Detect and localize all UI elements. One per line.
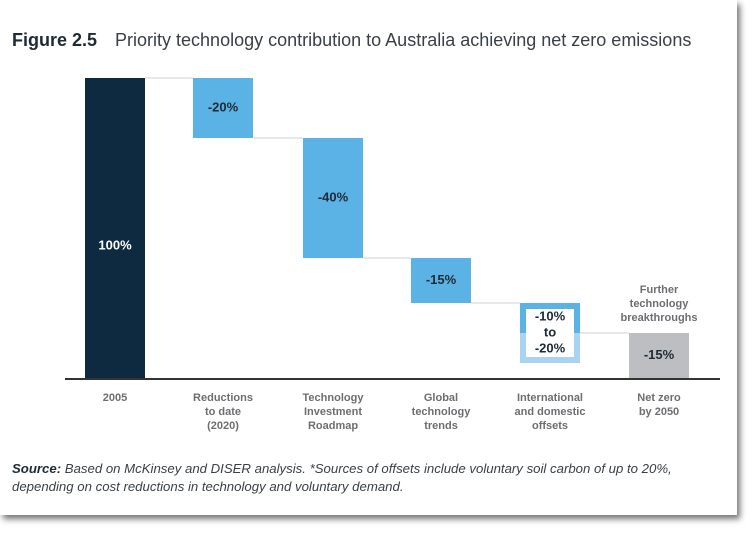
annotation-label: Further technology breakthroughs — [620, 284, 697, 324]
source-label: Source: — [12, 461, 62, 476]
x-tick-label: Global technology trends — [412, 392, 472, 432]
x-tick-label: International and domestic offsets — [515, 392, 586, 432]
x-tick-label: 2005 — [103, 392, 127, 404]
bar-net-zero-by-2050 — [629, 333, 689, 378]
source-note: Source: Based on McKinsey and DISER anal… — [12, 460, 727, 496]
figure-title: Figure 2.5 Priority technology contributi… — [12, 30, 691, 51]
bar-global-technology-trends — [411, 258, 471, 303]
x-tick-label: Net zero by 2050 — [637, 392, 681, 418]
data-label: 100% — [98, 237, 132, 252]
figure-caption: Priority technology contribution to Aust… — [115, 30, 692, 50]
x-tick-label: Reductions to date (2020) — [193, 392, 253, 432]
bar-2005 — [85, 78, 145, 378]
bar-technology-investment-roadmap — [303, 138, 363, 258]
data-label: -10% to -20% — [535, 308, 566, 355]
data-label: -15% — [644, 347, 675, 362]
figure-label: Figure 2.5 — [12, 30, 98, 50]
bar-reductions-to-date-2020- — [193, 78, 253, 138]
data-label: -15% — [426, 272, 457, 287]
data-label: -40% — [318, 189, 349, 204]
data-label: -20% — [208, 99, 239, 114]
source-text: Based on McKinsey and DISER analysis. *S… — [12, 461, 672, 494]
x-tick-label: Technology Investment Roadmap — [303, 392, 365, 432]
bar-offsets-inner — [526, 309, 574, 357]
